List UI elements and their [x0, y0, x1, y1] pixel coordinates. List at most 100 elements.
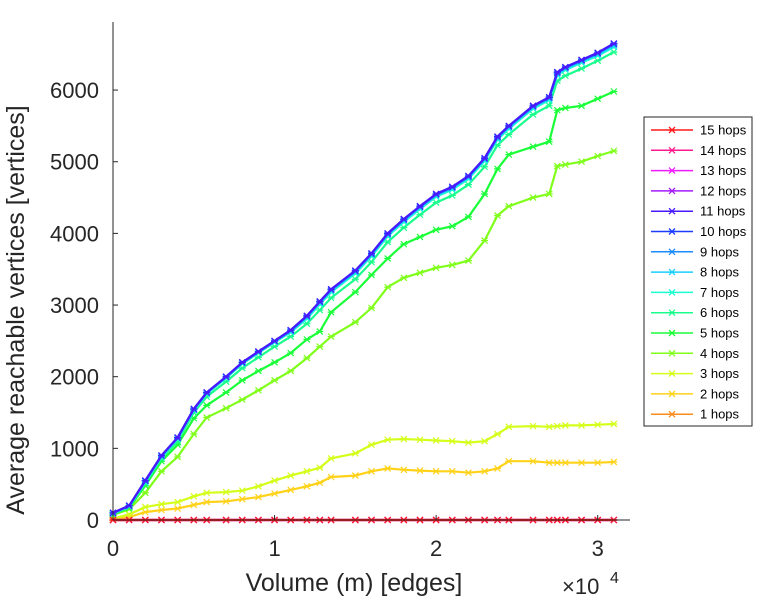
y-tick-label: 6000 — [50, 78, 99, 103]
series-point — [561, 104, 569, 112]
series-point — [481, 190, 489, 198]
series-point — [610, 40, 618, 47]
legend-label: 7 hops — [700, 285, 740, 300]
series-point — [203, 389, 211, 396]
series-point — [238, 358, 246, 366]
series-point — [416, 202, 424, 210]
series-point — [157, 506, 165, 514]
series-point — [553, 106, 561, 114]
series-point — [222, 389, 230, 396]
series-point — [351, 318, 359, 326]
series-point — [254, 493, 262, 501]
series-3-hops — [109, 420, 618, 522]
legend-label: 5 hops — [700, 326, 740, 341]
series-point — [529, 194, 537, 201]
series-point — [594, 49, 602, 57]
series-point — [384, 229, 392, 237]
legend-item: 5 hops — [651, 326, 740, 341]
series-point — [545, 138, 553, 146]
series-point — [561, 421, 569, 429]
series-point — [190, 430, 198, 438]
series-11-hops — [109, 40, 618, 517]
series-point — [368, 467, 375, 475]
series-point — [368, 271, 375, 279]
legend-label: 14 hops — [700, 143, 747, 158]
y-tick-label: 3000 — [50, 293, 99, 318]
series-2-hops — [109, 457, 618, 523]
series-point — [448, 467, 456, 475]
series-point — [303, 312, 311, 320]
series-point — [157, 467, 165, 475]
series-point — [400, 274, 408, 282]
y-tick-label: 0 — [87, 508, 99, 533]
series-point — [157, 452, 165, 459]
legend-item: 9 hops — [651, 244, 740, 259]
series-point — [448, 183, 456, 191]
series-point — [464, 257, 472, 265]
series-point — [238, 495, 246, 503]
series-point — [594, 421, 602, 429]
y-tick-label: 1000 — [50, 436, 99, 461]
series-point — [351, 472, 359, 479]
series-point — [254, 348, 262, 356]
series-point — [254, 386, 262, 394]
legend-item: 3 hops — [651, 366, 740, 381]
series-point — [287, 367, 295, 375]
series-point — [400, 240, 408, 248]
legend-swatch-marker — [668, 309, 676, 317]
series-point — [432, 199, 440, 206]
legend-swatch-marker — [668, 349, 676, 357]
series-point — [578, 158, 586, 166]
series-point — [327, 454, 335, 462]
series-point — [464, 469, 472, 477]
series-point — [505, 423, 513, 431]
series-point — [368, 304, 375, 312]
series-point — [529, 422, 537, 430]
series-point — [416, 211, 424, 219]
series-point — [578, 102, 586, 110]
series-point — [481, 437, 489, 445]
legend-item: 2 hops — [651, 386, 740, 401]
series-point — [141, 503, 149, 511]
legend-label: 15 hops — [700, 123, 747, 138]
series-point — [578, 56, 586, 64]
series-point — [327, 473, 335, 481]
legend-swatch-marker — [668, 329, 676, 337]
series-point — [578, 65, 586, 72]
series-point — [238, 487, 246, 495]
x-multiplier: ×10 4 — [562, 570, 619, 599]
series-point — [432, 264, 440, 272]
series-point — [238, 376, 246, 384]
x-axis-title: Volume (m) [edges] — [246, 569, 463, 597]
x-multiplier-base: ×10 — [562, 574, 599, 599]
series-point — [494, 133, 502, 141]
series-point — [416, 233, 424, 241]
series-point — [529, 457, 537, 465]
legend-swatch-marker — [668, 288, 676, 296]
series-point — [174, 453, 182, 461]
legend: 15 hops 14 hops 13 hops 12 hops 11 hops 10 ho… — [643, 116, 753, 427]
series-point — [432, 437, 440, 444]
series-point — [384, 436, 392, 444]
series-point — [610, 420, 618, 428]
series-5-hops — [109, 88, 618, 518]
series-point — [271, 376, 279, 384]
series-point — [141, 508, 149, 516]
series-point — [157, 500, 165, 508]
series-point — [594, 459, 602, 467]
legend-swatch-marker — [668, 167, 676, 175]
series-point — [529, 143, 537, 151]
legend-item: 1 hops — [651, 407, 740, 422]
legend-item: 14 hops — [651, 143, 747, 158]
series-point — [400, 215, 408, 223]
series-point — [481, 237, 489, 244]
series-point — [303, 467, 311, 475]
series-point — [610, 48, 618, 56]
series-point — [432, 467, 440, 475]
series-point — [316, 343, 324, 351]
series-point — [141, 489, 149, 497]
series-point — [416, 436, 424, 444]
series-point — [505, 131, 513, 138]
series-point — [203, 414, 211, 421]
